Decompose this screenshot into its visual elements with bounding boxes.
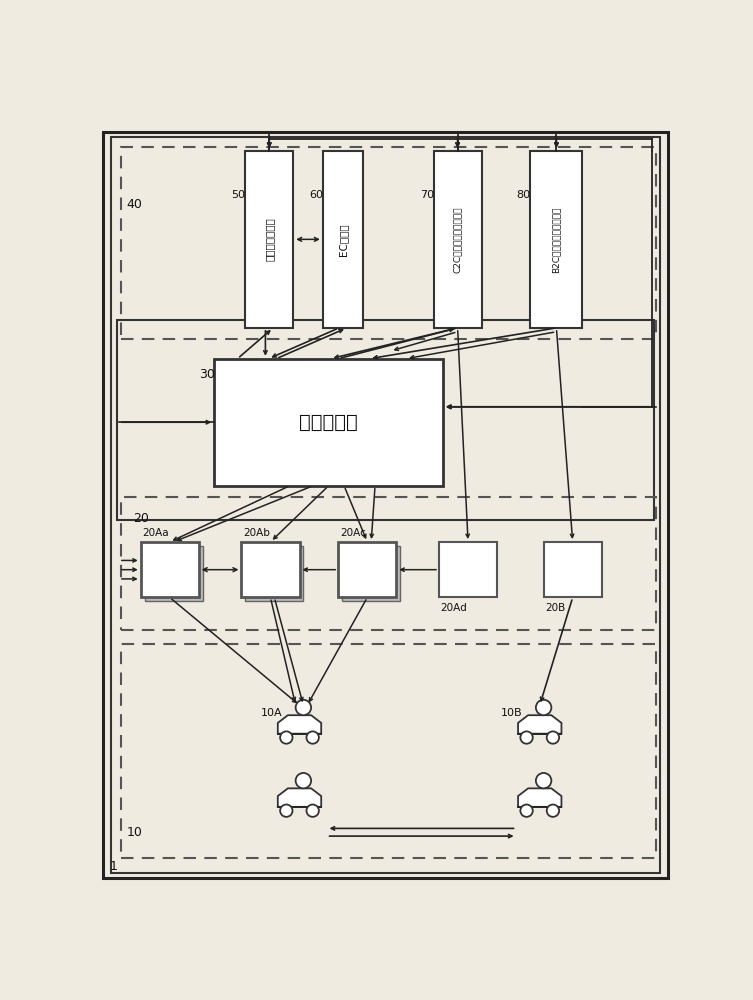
- Bar: [242, 542, 300, 597]
- Bar: [245, 151, 294, 328]
- Text: 10B: 10B: [501, 708, 523, 718]
- Text: 60: 60: [309, 190, 323, 200]
- Circle shape: [296, 773, 311, 788]
- Bar: [141, 542, 199, 597]
- Circle shape: [536, 773, 551, 788]
- Circle shape: [306, 805, 319, 817]
- Bar: [530, 151, 582, 328]
- Text: 30: 30: [199, 368, 215, 381]
- Bar: [121, 644, 656, 858]
- Text: 80: 80: [517, 190, 531, 200]
- Bar: [342, 546, 401, 601]
- Polygon shape: [278, 715, 322, 734]
- Circle shape: [520, 731, 533, 744]
- Bar: [121, 497, 656, 630]
- Text: 中心服务器: 中心服务器: [299, 413, 358, 432]
- Text: 40: 40: [127, 198, 142, 211]
- Bar: [434, 151, 482, 328]
- Polygon shape: [278, 788, 322, 807]
- Text: 20B: 20B: [545, 603, 566, 613]
- Bar: [117, 320, 654, 520]
- Bar: [439, 542, 497, 597]
- Bar: [544, 542, 602, 597]
- Bar: [323, 151, 363, 328]
- Text: 50: 50: [231, 190, 245, 200]
- Circle shape: [520, 805, 533, 817]
- Text: 配送管理服务器: 配送管理服务器: [264, 217, 274, 261]
- Text: 20Ad: 20Ad: [441, 603, 468, 613]
- Circle shape: [280, 805, 292, 817]
- Text: 20Ac: 20Ac: [340, 528, 366, 538]
- Text: 10A: 10A: [261, 708, 282, 718]
- Text: 10: 10: [127, 826, 142, 839]
- Text: 20Ab: 20Ab: [243, 528, 270, 538]
- Text: 20Aa: 20Aa: [142, 528, 169, 538]
- Bar: [245, 546, 303, 601]
- Bar: [121, 147, 656, 339]
- Polygon shape: [518, 788, 562, 807]
- Bar: [338, 542, 396, 597]
- Circle shape: [547, 731, 559, 744]
- Circle shape: [306, 731, 319, 744]
- Circle shape: [296, 700, 311, 715]
- Polygon shape: [518, 715, 562, 734]
- Circle shape: [536, 700, 551, 715]
- Circle shape: [547, 805, 559, 817]
- Text: EC服务器: EC服务器: [338, 223, 348, 256]
- Text: 20: 20: [133, 512, 149, 525]
- Text: B2C汽车共享管理服务器: B2C汽车共享管理服务器: [552, 206, 561, 273]
- Text: 70: 70: [419, 190, 434, 200]
- Bar: [145, 546, 203, 601]
- Bar: [215, 359, 443, 486]
- Text: 1: 1: [110, 860, 117, 873]
- Circle shape: [280, 731, 292, 744]
- Text: C2C汽车共享管理服务器: C2C汽车共享管理服务器: [453, 206, 462, 273]
